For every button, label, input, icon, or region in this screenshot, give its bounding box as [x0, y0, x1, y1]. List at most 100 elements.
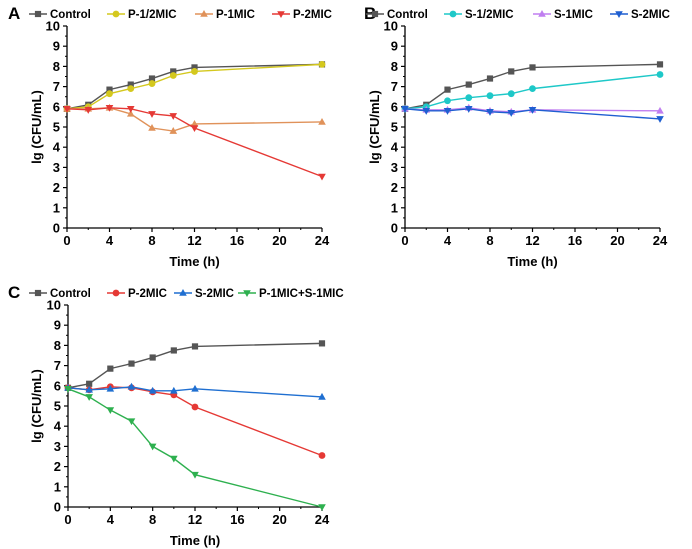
y-axis-title: lg (CFU/mL): [367, 90, 382, 164]
x-tick-label: 20: [272, 233, 286, 248]
y-tick-label: 6: [53, 99, 60, 114]
data-point: [148, 111, 156, 118]
y-tick-label: 1: [391, 200, 398, 215]
data-point: [127, 382, 136, 390]
data-point: [126, 106, 135, 113]
x-tick-label: 20: [610, 233, 624, 248]
data-point: [127, 81, 134, 88]
y-tick-label: 3: [53, 160, 60, 175]
data-point: [191, 68, 198, 75]
x-tick-label: 8: [148, 233, 155, 248]
x-tick-label: 8: [149, 512, 156, 527]
legend-label: P-2MIC: [293, 9, 332, 21]
legend-item: P-1MIC: [195, 9, 255, 21]
data-point: [148, 75, 156, 82]
legend-marker: [615, 11, 623, 18]
x-tick-label: 0: [63, 233, 70, 248]
data-point: [169, 127, 178, 134]
x-tick-label: 24: [653, 233, 668, 248]
x-axis-title: Time (h): [170, 533, 220, 548]
y-tick-label: 7: [54, 358, 61, 373]
data-point: [127, 418, 136, 426]
data-point: [486, 75, 494, 82]
y-tick-label: 10: [46, 19, 60, 34]
data-point: [191, 64, 198, 71]
y-tick-label: 5: [54, 399, 61, 414]
series-line: [67, 107, 323, 132]
data-point: [64, 386, 72, 393]
series-line: [404, 108, 661, 120]
legend-item: P-1/2MIC: [107, 9, 177, 21]
legend-item: S-1/2MIC: [444, 9, 514, 21]
y-tick-label: 4: [391, 140, 399, 155]
legend-marker: [200, 10, 208, 17]
x-tick-label: 16: [230, 233, 244, 248]
legend-label: P-2MIC: [128, 288, 167, 300]
y-tick-label: 4: [53, 140, 61, 155]
legend-label: S-1/2MIC: [465, 9, 514, 21]
data-point: [106, 90, 113, 98]
legend-item: P-1MIC+S-1MIC: [238, 288, 344, 300]
legend-item: S-1MIC: [533, 9, 593, 21]
data-point: [507, 110, 516, 117]
legend-item: Control: [29, 288, 91, 300]
y-tick-label: 3: [391, 160, 398, 175]
legend-label: S-1MIC: [554, 9, 593, 21]
data-point: [318, 60, 326, 68]
data-point: [107, 365, 114, 372]
data-point: [86, 380, 93, 387]
panel-letter: C: [8, 283, 20, 302]
y-tick-label: 4: [54, 419, 62, 434]
y-axis-title: lg (CFU/mL): [29, 90, 44, 164]
y-tick-label: 1: [53, 200, 60, 215]
data-point: [84, 107, 93, 114]
legend-label: P-1MIC: [216, 9, 255, 21]
x-axis-title: Time (h): [507, 254, 557, 269]
data-point: [656, 106, 664, 114]
y-tick-label: 9: [53, 39, 60, 54]
legend-marker: [243, 290, 251, 297]
x-tick-label: 16: [230, 512, 244, 527]
data-point: [422, 108, 431, 115]
y-tick-label: 6: [54, 378, 61, 393]
series-s-2mic: [64, 382, 326, 400]
legend-item: S-2MIC: [610, 9, 670, 21]
legend-marker: [34, 289, 42, 297]
data-point: [486, 92, 494, 100]
data-point: [508, 68, 515, 75]
series-line: [66, 63, 323, 110]
data-point: [148, 443, 157, 451]
y-tick-label: 7: [53, 79, 60, 94]
data-point: [106, 407, 115, 415]
data-point: [106, 86, 113, 93]
legend-marker: [34, 10, 42, 18]
y-tick-label: 6: [391, 99, 398, 114]
series-line: [67, 342, 323, 389]
legend-marker: [371, 10, 379, 18]
y-tick-label: 0: [391, 221, 398, 236]
x-tick-label: 16: [568, 233, 582, 248]
data-point: [401, 106, 409, 113]
data-point: [169, 113, 178, 120]
data-point: [656, 71, 664, 78]
data-point: [126, 109, 135, 117]
series-control: [64, 340, 326, 391]
legend-item: S-2MIC: [174, 288, 234, 300]
data-point: [85, 385, 93, 393]
data-point: [528, 107, 537, 114]
data-point: [85, 394, 93, 401]
x-tick-label: 0: [64, 512, 71, 527]
legend-label: Control: [50, 288, 91, 300]
data-point: [191, 471, 199, 479]
x-axis-title: Time (h): [169, 254, 219, 269]
legend-label: P-1MIC+S-1MIC: [259, 288, 344, 300]
data-point: [529, 85, 536, 93]
data-point: [148, 80, 156, 87]
legend-label: S-2MIC: [631, 9, 670, 21]
panel-letter: A: [8, 4, 20, 23]
legend-marker: [449, 10, 457, 18]
y-tick-label: 0: [54, 500, 61, 515]
x-tick-label: 24: [315, 233, 330, 248]
